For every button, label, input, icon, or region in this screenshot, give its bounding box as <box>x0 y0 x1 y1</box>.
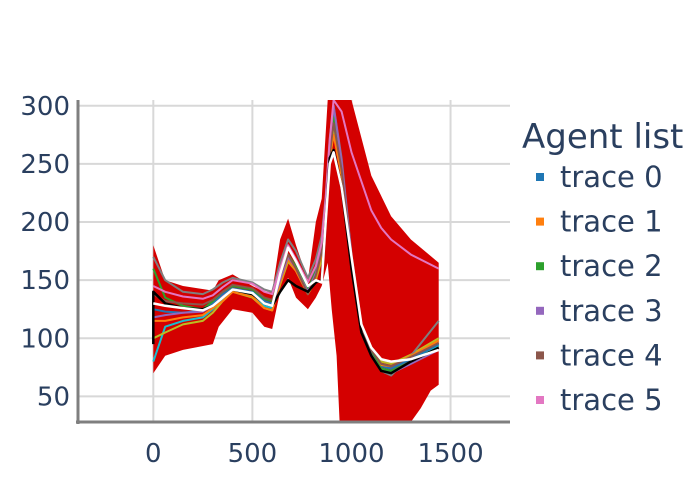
legend-label: trace 5 <box>560 383 663 417</box>
legend-title: Agent list <box>522 117 683 157</box>
legend-item-trace-5[interactable]: trace 5 <box>536 383 663 417</box>
legend-label: trace 3 <box>560 294 663 328</box>
tick-labels: 0 500 1000 1500 50 100 150 200 250 300 <box>20 92 483 469</box>
x-tick-label: 1500 <box>417 439 483 469</box>
x-tick-label: 1000 <box>318 439 384 469</box>
plot-area <box>152 100 440 422</box>
legend-swatch <box>536 351 544 360</box>
x-tick-label: 500 <box>228 439 278 469</box>
y-tick-label: 50 <box>37 382 70 412</box>
legend-swatch <box>536 217 544 226</box>
legend-swatch <box>536 262 544 271</box>
legend-swatch <box>536 306 544 315</box>
y-tick-label: 250 <box>20 150 70 180</box>
y-tick-label: 150 <box>20 266 70 296</box>
y-tick-label: 200 <box>20 208 70 238</box>
x-tick-label: 0 <box>145 439 162 469</box>
legend-label: trace 2 <box>560 249 663 283</box>
series-line <box>153 151 440 363</box>
legend-item-trace-0[interactable]: trace 0 <box>536 160 663 194</box>
y-tick-label: 100 <box>20 324 70 354</box>
legend-swatch <box>536 396 544 404</box>
axes <box>76 100 510 424</box>
legend-item-trace-3[interactable]: trace 3 <box>536 294 663 328</box>
legend-label: trace 0 <box>560 160 663 194</box>
series-line-trace-5 <box>152 100 440 300</box>
legend-item-trace-2[interactable]: trace 2 <box>536 249 663 283</box>
legend-label: trace 4 <box>560 338 663 372</box>
legend-swatch <box>536 173 544 181</box>
y-tick-label: 300 <box>20 92 70 122</box>
legend[interactable]: Agent list trace 0 trace 1 trace 2 trace 3 t… <box>522 117 683 417</box>
legend-item-trace-4[interactable]: trace 4 <box>536 338 663 372</box>
legend-item-trace-1[interactable]: trace 1 <box>536 205 663 239</box>
legend-label: trace 1 <box>560 205 663 239</box>
